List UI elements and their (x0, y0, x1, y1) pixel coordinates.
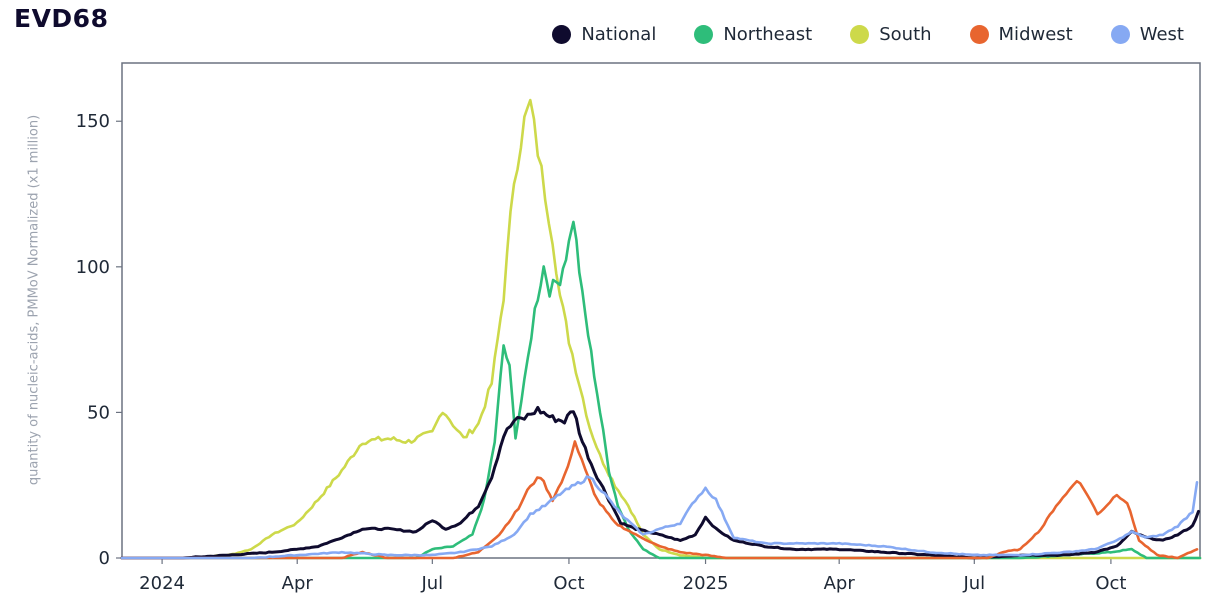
x-tick-label: Oct (553, 573, 584, 594)
series-layer (120, 98, 1202, 560)
legend-item-west[interactable]: West (1110, 24, 1184, 45)
series-line-northeast (120, 220, 1202, 560)
x-axis: 2024 Apr Jul Oct 2025 Apr Jul Oct (139, 558, 1126, 594)
y-axis: 0 50 100 150 (76, 111, 122, 569)
y-tick-label: 50 (87, 402, 110, 423)
legend-swatch-midwest (969, 25, 989, 44)
legend-label: Northeast (723, 24, 813, 45)
legend-label: South (879, 24, 932, 45)
y-tick-label: 150 (76, 111, 110, 132)
plot-area (121, 62, 1201, 559)
y-tick-label: 100 (76, 257, 110, 278)
x-tick-label: Oct (1095, 573, 1126, 594)
chart-title: EVD68 (14, 4, 109, 33)
y-tick-label: 0 (99, 548, 110, 569)
x-tick-label: Jul (962, 573, 985, 594)
x-tick-label: 2025 (683, 573, 729, 594)
series-line-midwest (120, 440, 1199, 560)
legend-label: West (1139, 24, 1184, 45)
legend: National Northeast South Midwest West (552, 24, 1184, 45)
legend-item-national[interactable]: National (552, 24, 656, 45)
legend-label: National (581, 24, 657, 45)
x-tick-label: 2024 (139, 573, 185, 594)
legend-item-midwest[interactable]: Midwest (969, 24, 1073, 45)
legend-swatch-northeast (694, 25, 714, 44)
legend-swatch-south (850, 25, 870, 44)
x-tick-label: Apr (824, 573, 856, 594)
x-tick-label: Jul (420, 573, 443, 594)
series-line-west (120, 475, 1199, 560)
legend-swatch-national (552, 25, 572, 44)
x-tick-label: Apr (282, 573, 314, 594)
legend-item-south[interactable]: South (850, 24, 932, 45)
series-line-south (120, 98, 1202, 560)
legend-label: Midwest (998, 24, 1073, 45)
legend-swatch-west (1110, 25, 1130, 44)
series-line-national (120, 405, 1200, 560)
legend-item-northeast[interactable]: Northeast (694, 24, 812, 45)
